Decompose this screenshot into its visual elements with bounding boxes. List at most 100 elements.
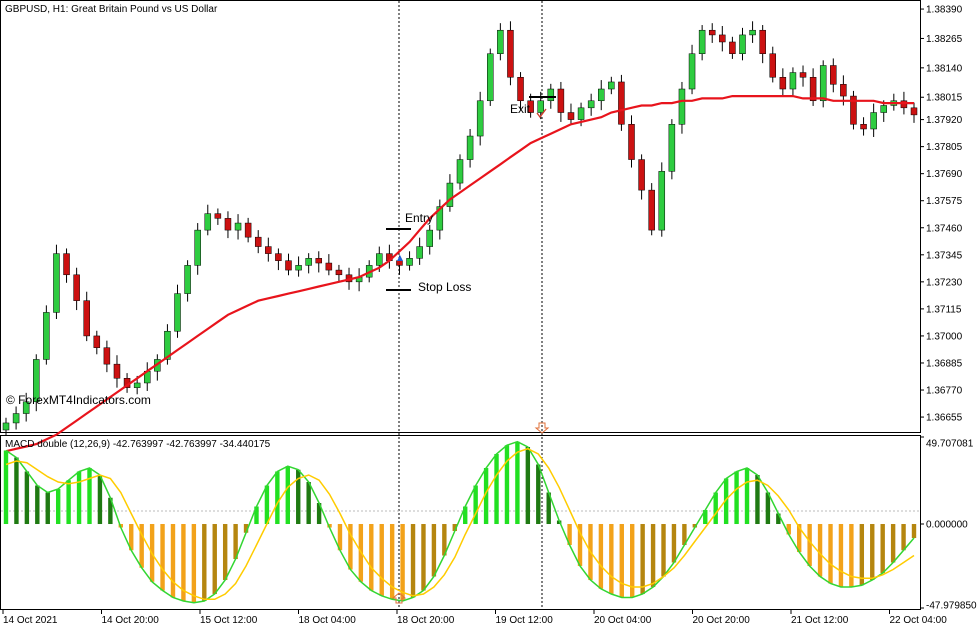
candle-body bbox=[567, 112, 575, 120]
histogram-bar bbox=[723, 478, 729, 525]
candle bbox=[33, 354, 40, 412]
price-tick-label: 1.38140 bbox=[926, 63, 963, 74]
candle bbox=[22, 392, 30, 422]
histogram-bar bbox=[744, 467, 750, 525]
candle-body bbox=[698, 29, 706, 54]
price-tick-label: 1.38265 bbox=[926, 34, 963, 45]
candle-body bbox=[184, 265, 191, 294]
histogram-bar bbox=[796, 524, 802, 553]
candle-body bbox=[53, 253, 60, 313]
entry-signal-arrow-icon bbox=[391, 592, 407, 604]
candle-body bbox=[628, 124, 635, 160]
candle bbox=[870, 103, 877, 137]
indicator-axis: 49.707081 0.000000 -47.979850 bbox=[920, 436, 977, 612]
histogram-bar bbox=[87, 467, 92, 525]
candle-body bbox=[456, 159, 464, 184]
histogram-bar bbox=[14, 457, 19, 525]
histogram-bar bbox=[776, 513, 781, 525]
candle-body bbox=[12, 413, 20, 424]
histogram-bar bbox=[191, 524, 197, 603]
candle-body bbox=[708, 29, 716, 36]
candle bbox=[658, 162, 666, 237]
histogram-bar bbox=[901, 524, 906, 551]
candle bbox=[315, 251, 323, 273]
candle bbox=[507, 21, 514, 86]
entry-label: Entry bbox=[405, 211, 433, 225]
candle-body bbox=[22, 401, 30, 414]
candle bbox=[749, 21, 756, 43]
candle-body bbox=[880, 105, 887, 113]
histogram-bar bbox=[264, 485, 270, 525]
candle bbox=[174, 284, 181, 338]
histogram-bar bbox=[859, 524, 865, 586]
chart-title: GBPUSD, H1: Great Britain Pound vs US Do… bbox=[5, 4, 218, 15]
histogram-bar bbox=[609, 524, 614, 595]
candle-body bbox=[265, 246, 272, 254]
histogram-bar bbox=[661, 524, 666, 577]
candle bbox=[850, 90, 857, 130]
candle-body bbox=[234, 222, 242, 231]
price-tick-label: 1.37345 bbox=[926, 250, 963, 261]
price-tick-label: 1.36655 bbox=[926, 413, 963, 424]
price-axis: 1.38390 1.38265 1.38140 1.38015 1.37920 1.378… bbox=[920, 5, 963, 424]
candle-body bbox=[779, 77, 787, 90]
histogram-bar bbox=[786, 524, 791, 535]
candle-body bbox=[406, 258, 413, 266]
candle bbox=[608, 76, 615, 95]
histogram-bar bbox=[640, 524, 645, 595]
histogram-bar bbox=[828, 524, 833, 584]
candle-body bbox=[285, 260, 292, 271]
histogram-bar bbox=[598, 524, 604, 589]
price-tick-label: 1.38015 bbox=[926, 93, 963, 104]
candle bbox=[497, 23, 504, 61]
histogram-bar bbox=[160, 524, 165, 591]
histogram-bar bbox=[97, 474, 103, 525]
candle-body bbox=[527, 100, 534, 113]
candle-body bbox=[43, 312, 50, 360]
candle bbox=[668, 119, 676, 180]
candle bbox=[234, 214, 242, 240]
candle bbox=[275, 248, 282, 271]
candle bbox=[759, 25, 766, 64]
candle bbox=[12, 406, 20, 430]
candle bbox=[487, 48, 494, 106]
candle bbox=[688, 44, 696, 95]
candle bbox=[426, 224, 433, 255]
candle-body bbox=[113, 363, 121, 379]
candle-body bbox=[497, 29, 504, 54]
indicator-tick-label: 0.000000 bbox=[926, 520, 968, 531]
time-tick-label: 18 Oct 20:00 bbox=[397, 615, 455, 626]
histogram-bar bbox=[3, 450, 9, 525]
time-tick-label: 15 Oct 12:00 bbox=[200, 615, 258, 626]
price-tick-label: 1.37230 bbox=[926, 277, 963, 288]
candle-body bbox=[466, 135, 474, 160]
candle-body bbox=[759, 29, 766, 54]
candle-body bbox=[204, 213, 212, 231]
candle bbox=[2, 417, 10, 436]
candle-body bbox=[597, 88, 605, 102]
candle-body bbox=[73, 274, 80, 301]
histogram-bar bbox=[703, 510, 708, 525]
candle bbox=[769, 46, 777, 83]
price-tick-label: 1.36770 bbox=[926, 386, 963, 397]
candle-body bbox=[819, 65, 827, 102]
candle-body bbox=[860, 124, 867, 130]
candle bbox=[628, 115, 635, 168]
candle-body bbox=[729, 41, 736, 54]
candle-body bbox=[335, 269, 343, 276]
histogram-bar bbox=[296, 469, 301, 525]
candle-body bbox=[426, 229, 433, 247]
histogram-bar bbox=[442, 524, 447, 556]
candle bbox=[567, 103, 575, 125]
candle bbox=[618, 74, 625, 131]
histogram-bar bbox=[170, 524, 176, 598]
candle bbox=[254, 230, 262, 254]
histogram-bar bbox=[35, 485, 40, 525]
histogram-bar bbox=[849, 524, 854, 588]
candle bbox=[305, 253, 312, 274]
indicator-tick-label: 49.707081 bbox=[926, 439, 974, 450]
candle-body bbox=[254, 236, 262, 247]
candle bbox=[103, 340, 111, 373]
histogram-bar bbox=[254, 506, 259, 525]
candle bbox=[779, 68, 787, 96]
